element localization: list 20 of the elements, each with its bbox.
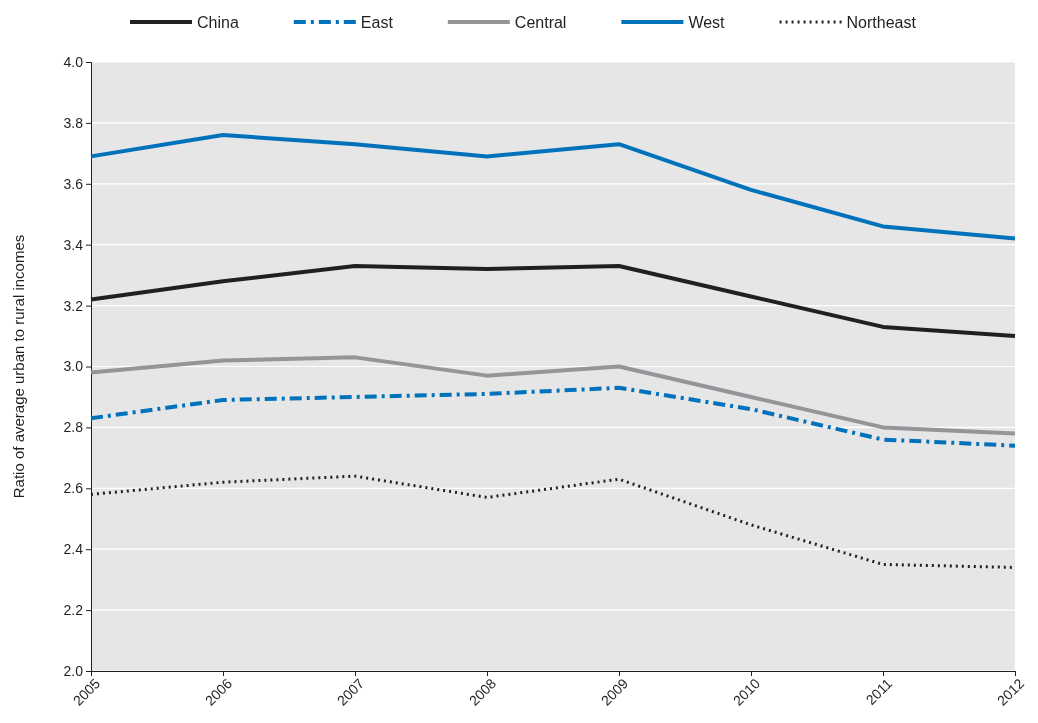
y-tick-label: 4.0 (63, 53, 84, 70)
legend-label: China (197, 14, 239, 31)
legend-label: West (688, 14, 726, 31)
y-tick-label: 2.2 (63, 602, 84, 619)
y-tick-label: 3.6 (63, 175, 84, 192)
y-tick-label: 2.8 (63, 419, 84, 436)
line-series (89, 385, 1017, 448)
y-tick-label: 3.2 (63, 297, 84, 314)
y-tick-label: 3.4 (63, 236, 84, 253)
y-tick-label: 3.8 (63, 114, 84, 131)
y-tick-label: 2.4 (63, 541, 84, 558)
legend-label: Central (514, 14, 567, 31)
line-series (89, 355, 1017, 436)
y-axis-title: Ratio of average urban to rural incomes (10, 234, 27, 499)
y-tick-label: 2.0 (63, 662, 84, 679)
legend-label: East (360, 14, 394, 31)
legend-label: Northeast (846, 14, 917, 31)
y-tick-label: 3.0 (63, 358, 84, 375)
y-tick-label: 2.6 (63, 480, 84, 497)
line-series (89, 133, 1017, 241)
